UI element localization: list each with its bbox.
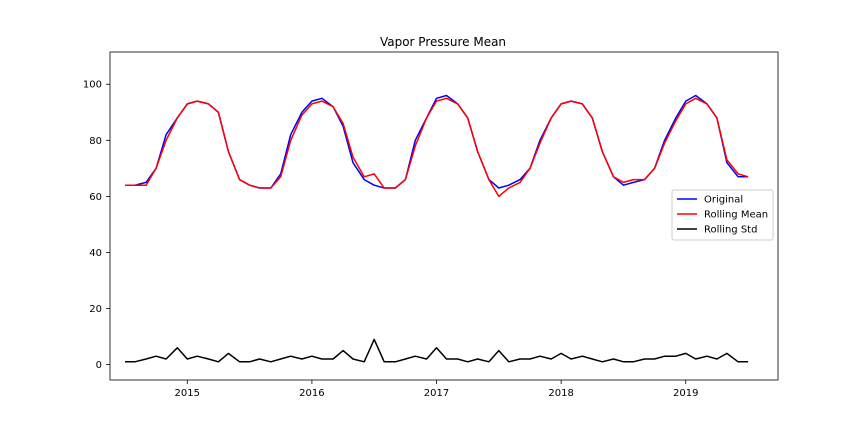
legend: Original Rolling Mean Rolling Std: [671, 189, 774, 241]
y-tick-label: 0: [96, 360, 102, 371]
y-tick-label: 40: [89, 248, 102, 259]
plot-frame: [109, 51, 779, 381]
chart-title: Vapor Pressure Mean: [380, 35, 506, 49]
y-tick-label: 100: [83, 80, 102, 91]
x-tick-label: 2017: [424, 388, 449, 399]
y-axis: 0 20 40 60 80 100: [83, 80, 110, 371]
x-tick-label: 2016: [299, 388, 324, 399]
legend-box: [671, 189, 774, 241]
x-axis: 2015 2016 2017 2018 2019: [175, 380, 699, 399]
x-tick-label: 2018: [548, 388, 573, 399]
x-tick-label: 2019: [673, 388, 698, 399]
series-line-rolling-mean: [125, 97, 749, 198]
legend-label-rolling-mean: Rolling Mean: [704, 210, 768, 221]
y-tick-label: 60: [89, 192, 102, 203]
legend-label-rolling-std: Rolling Std: [704, 225, 757, 236]
series-layer: [125, 94, 749, 363]
legend-label-original: Original: [704, 195, 743, 206]
series-line-rolling-std: [125, 338, 749, 363]
y-tick-label: 80: [89, 136, 102, 147]
x-tick-label: 2015: [175, 388, 200, 399]
y-tick-label: 20: [89, 304, 102, 315]
